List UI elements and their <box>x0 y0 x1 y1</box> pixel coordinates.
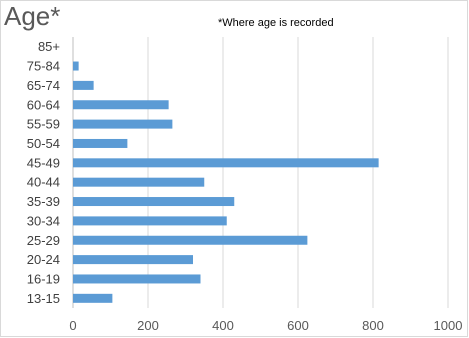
category-label: 13-15 <box>27 291 60 306</box>
category-labels: 85+ 75-84 65-74 60-64 55-59 50-54 45-49 40-44 35… <box>27 39 60 306</box>
category-label: 30-34 <box>27 213 60 228</box>
x-tick-label: 800 <box>362 318 384 333</box>
bar-25-29 <box>73 235 308 245</box>
bar-55-59 <box>73 119 173 129</box>
bar-75-84 <box>73 61 79 71</box>
bar-35-39 <box>73 197 235 207</box>
x-tick-label: 0 <box>69 318 76 333</box>
category-label: 35-39 <box>27 194 60 209</box>
category-label: 40-44 <box>27 175 60 190</box>
category-label: 50-54 <box>27 136 60 151</box>
bar-20-24 <box>73 255 193 265</box>
bar-50-54 <box>73 138 128 148</box>
category-label: 45-49 <box>27 155 60 170</box>
category-label: 16-19 <box>27 271 60 286</box>
category-label: 85+ <box>38 39 60 54</box>
chart-title: Age* <box>4 1 61 31</box>
category-label: 75-84 <box>27 59 60 74</box>
bar-40-44 <box>73 177 205 187</box>
category-label: 60-64 <box>27 97 60 112</box>
x-tick-label: 200 <box>137 318 159 333</box>
chart-annotation: *Where age is recorded <box>218 17 334 29</box>
x-tick-label: 400 <box>212 318 234 333</box>
category-label: 65-74 <box>27 78 60 93</box>
bar-45-49 <box>73 158 379 168</box>
category-label: 55-59 <box>27 117 60 132</box>
category-label: 25-29 <box>27 233 60 248</box>
bar-13-15 <box>73 293 113 303</box>
bar-60-64 <box>73 100 169 110</box>
x-tick-label: 600 <box>287 318 309 333</box>
gridlines <box>72 37 449 308</box>
bars <box>73 61 379 303</box>
x-tick-labels: 0 200 400 600 800 1000 <box>69 318 462 333</box>
bar-65-74 <box>73 80 94 90</box>
bar-30-34 <box>73 216 227 226</box>
category-label: 20-24 <box>27 252 60 267</box>
bar-16-19 <box>73 274 201 284</box>
x-tick-label: 1000 <box>434 318 463 333</box>
